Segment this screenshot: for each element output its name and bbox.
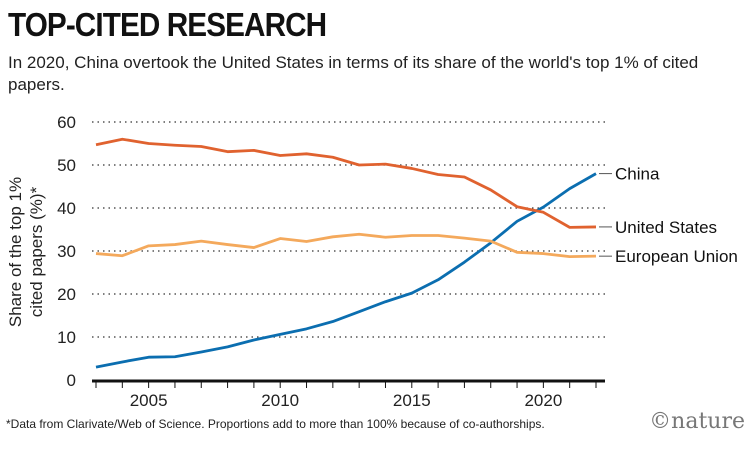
chart-subtitle: In 2020, China overtook the United State… — [8, 53, 699, 94]
x-tick-label: 2010 — [261, 391, 299, 410]
y-tick-label: 50 — [57, 156, 76, 175]
y-axis-label-line2: cited papers (%)* — [27, 186, 46, 317]
y-tick-label: 10 — [57, 328, 76, 347]
chart-title: TOP-CITED RESEARCH — [8, 6, 327, 43]
y-tick-label: 30 — [57, 242, 76, 261]
y-axis-label-line1: Share of the top 1% — [6, 177, 25, 327]
y-tick-label: 20 — [57, 285, 76, 304]
series-line-united-states — [95, 137, 597, 229]
series-label: United States — [615, 218, 717, 237]
series-line-european-union — [95, 232, 597, 258]
y-tick-label: 60 — [57, 113, 76, 132]
x-tick-label: 2015 — [393, 391, 431, 410]
nature-logo: ©nature — [649, 409, 745, 434]
series-line-china — [95, 172, 597, 369]
footnote: *Data from Clarivate/Web of Science. Pro… — [6, 417, 545, 431]
series-label: European Union — [615, 247, 738, 266]
y-tick-label: 0 — [67, 371, 76, 390]
y-tick-label: 40 — [57, 199, 76, 218]
x-tick-label: 2020 — [524, 391, 562, 410]
x-tick-label: 2005 — [130, 391, 168, 410]
series-label: China — [615, 165, 660, 184]
